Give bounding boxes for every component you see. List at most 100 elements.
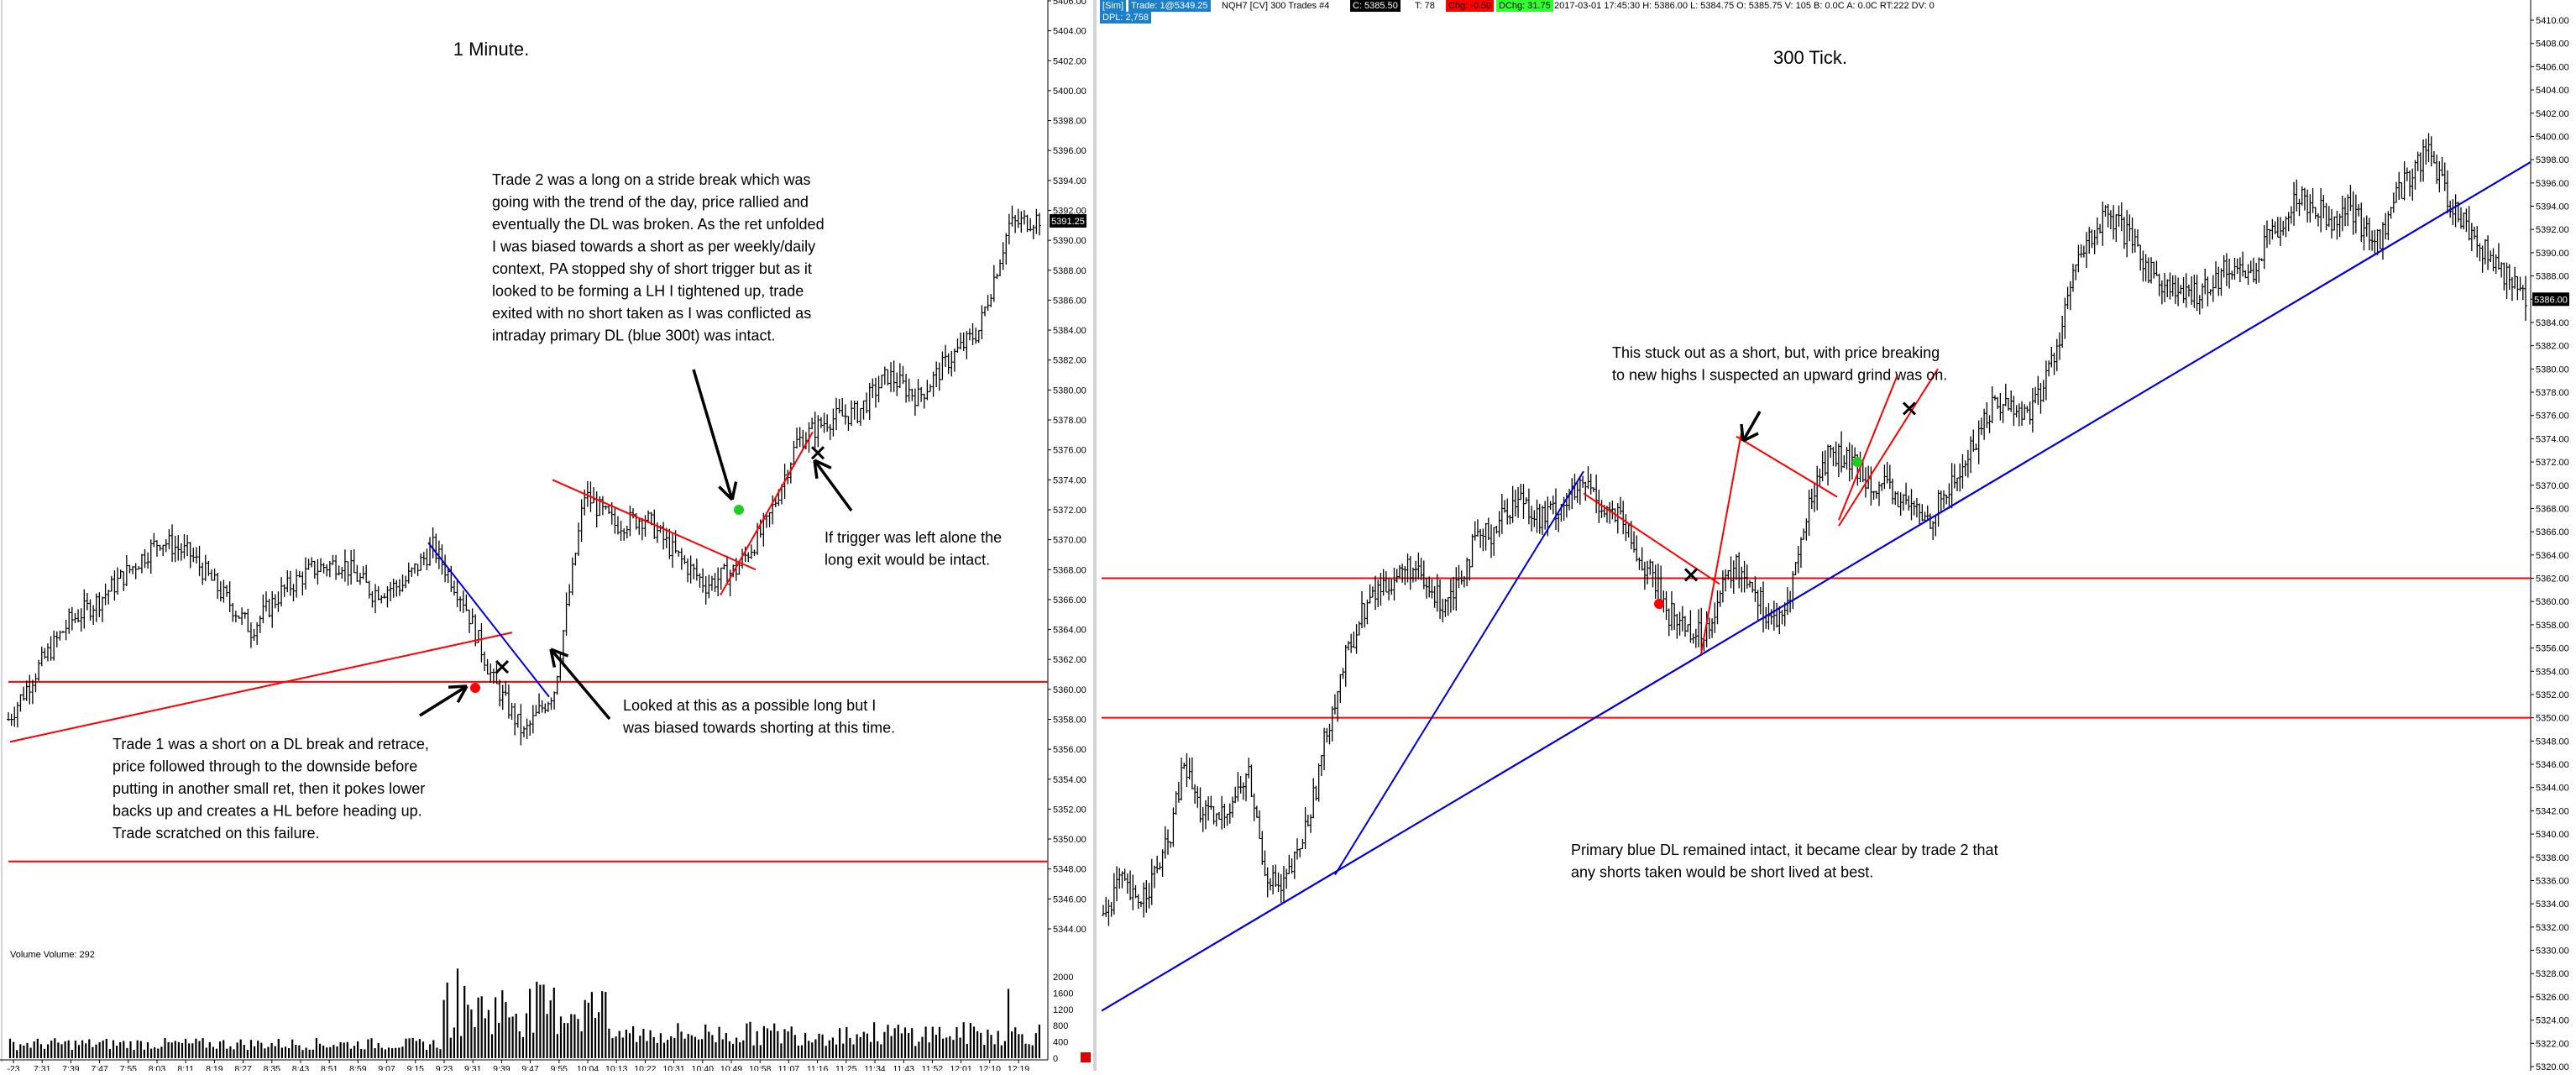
last-price-badge bbox=[1050, 213, 1086, 228]
price-tick-label: 5338.00 bbox=[2536, 853, 2569, 863]
trade1-annotation-line: Trade 1 was a short on a DL break and re… bbox=[113, 736, 429, 752]
price-tick-label: 5380.00 bbox=[1053, 385, 1086, 396]
price-tick-label: 5354.00 bbox=[2536, 667, 2569, 677]
one-minute-chart-panel[interactable]: 5406.00 5404.00 5402.00 5400.00 5398.00 5396.… bbox=[0, 0, 1098, 1074]
price-tick-label: 5374.00 bbox=[1053, 475, 1086, 485]
price-tick-label: 5348.00 bbox=[1053, 865, 1086, 875]
price-tick-label: 5392.00 bbox=[2536, 225, 2569, 235]
price-tick-label: 5366.00 bbox=[2536, 527, 2569, 538]
one-minute-chart[interactable]: 5406.00 5404.00 5402.00 5400.00 5398.00 5396.… bbox=[0, 0, 1093, 1074]
panel-divider[interactable] bbox=[1093, 0, 1097, 1071]
long-entry-dot bbox=[734, 504, 744, 515]
short-entry-dot bbox=[470, 683, 480, 694]
trade2-annotation-line: eventually the DL was broken. As the ret… bbox=[492, 216, 825, 233]
time-tick-label: 11:43 bbox=[893, 1064, 914, 1071]
trade2-annotation-line: looked to be forming a LH I tightened up… bbox=[492, 283, 804, 300]
price-tick-label: 5364.00 bbox=[2536, 551, 2569, 561]
price-tick-label: 5378.00 bbox=[2536, 388, 2569, 398]
time-tick-label: 8:27 bbox=[234, 1064, 252, 1071]
time-tick-label: -23 bbox=[7, 1064, 19, 1071]
price-tick-label: 5344.00 bbox=[2536, 784, 2569, 794]
time-tick-label: 10:31 bbox=[662, 1064, 684, 1071]
red-up-line-3 bbox=[1838, 368, 1939, 527]
close-badge: C: 5385.50 bbox=[1350, 0, 1401, 12]
looked-annotation-line: was biased towards shorting at this time… bbox=[622, 720, 895, 737]
price-tick-label: 5390.00 bbox=[2536, 249, 2569, 259]
price-tick-label: 5384.00 bbox=[2536, 318, 2569, 328]
time-tick-label: 10:58 bbox=[749, 1064, 771, 1071]
arrow-shaft bbox=[549, 648, 611, 721]
price-tick-label: 5362.00 bbox=[1053, 655, 1086, 665]
price-tick-label: 5324.00 bbox=[2536, 1016, 2569, 1026]
price-tick-label: 5328.00 bbox=[2536, 969, 2569, 979]
exit-x-marker bbox=[1683, 568, 1699, 582]
price-tick-label: 5374.00 bbox=[2536, 434, 2569, 444]
price-tick-label: 5396.00 bbox=[1053, 146, 1086, 156]
price-tick-label: 5406.00 bbox=[1053, 0, 1086, 7]
trade2-annotation-line: I was biased towards a short as per week… bbox=[492, 239, 815, 255]
last-price-text: 5391.25 bbox=[1051, 217, 1085, 227]
arrow-head bbox=[718, 485, 734, 501]
chart-title: 1 Minute. bbox=[453, 39, 530, 60]
price-tick-label: 5354.00 bbox=[1053, 775, 1086, 785]
red-up-line-2 bbox=[1838, 374, 1898, 521]
time-tick-label: 7:39 bbox=[62, 1064, 80, 1071]
price-tick-label: 5404.00 bbox=[1053, 27, 1086, 37]
price-tick-label: 5368.00 bbox=[1053, 565, 1086, 575]
stuck-annotation-line: This stuck out as a short, but, with pri… bbox=[1612, 344, 1940, 361]
three-hundred-tick-chart-panel[interactable]: [Sim] Trade: 1@5349.25 NQH7 [CV] 300 Tra… bbox=[1098, 0, 2576, 1071]
price-tick-label: 5366.00 bbox=[1053, 595, 1086, 606]
price-tick-label: 5370.00 bbox=[2536, 481, 2569, 491]
resize-handle bbox=[1081, 1052, 1091, 1062]
price-tick-label: 5378.00 bbox=[1053, 416, 1086, 426]
time-tick-label: 9:31 bbox=[464, 1064, 482, 1071]
price-tick-label: 5392.00 bbox=[1053, 207, 1086, 217]
trade1-annotation-line: backs up and creates a HL before heading… bbox=[113, 803, 422, 820]
time-tick-label: 12:19 bbox=[1008, 1064, 1029, 1071]
time-tick-label: 9:07 bbox=[378, 1064, 395, 1071]
annotation-arrow bbox=[549, 648, 611, 721]
time-tick-label: 8:43 bbox=[292, 1064, 310, 1071]
price-tick-label: 5350.00 bbox=[2536, 714, 2569, 724]
time-tick-label: 8:19 bbox=[206, 1064, 223, 1071]
volume-tick-label: 1200 bbox=[1053, 1005, 1073, 1015]
price-tick-label: 5394.00 bbox=[1053, 176, 1086, 186]
three-hundred-tick-chart[interactable]: 5410.00 5408.00 5406.00 5404.00 5402.00 5400.… bbox=[1098, 0, 2576, 1071]
price-tick-label: 5334.00 bbox=[2536, 899, 2569, 910]
trigger-annotation-line: long exit would be intact. bbox=[825, 552, 990, 569]
price-tick-label: 5362.00 bbox=[2536, 574, 2569, 585]
price-bars bbox=[1102, 133, 2527, 926]
price-tick-label: 5358.00 bbox=[2536, 621, 2569, 631]
time-tick-label: 10:13 bbox=[605, 1064, 627, 1071]
price-tick-label: 5350.00 bbox=[1053, 835, 1086, 845]
price-tick-label: 5382.00 bbox=[1053, 356, 1086, 366]
price-tick-label: 5356.00 bbox=[2536, 644, 2569, 654]
time-tick-label: 9:47 bbox=[521, 1064, 539, 1071]
trade2-annotation-line: intraday primary DL (blue 300t) was inta… bbox=[492, 328, 775, 344]
price-tick-label: 5402.00 bbox=[1053, 56, 1086, 66]
exit-x-marker bbox=[1902, 401, 1917, 416]
price-tick-label: 5394.00 bbox=[2536, 202, 2569, 212]
last-price-text: 5386.00 bbox=[2534, 295, 2568, 305]
red-down-line bbox=[552, 479, 757, 571]
exit-x-marker bbox=[810, 446, 825, 460]
price-tick-label: 5396.00 bbox=[2536, 179, 2569, 189]
price-tick-label: 5352.00 bbox=[1053, 805, 1086, 815]
price-tick-label: 5340.00 bbox=[2536, 830, 2569, 840]
price-tick-label: 5356.00 bbox=[1053, 745, 1086, 755]
time-tick-label: 8:59 bbox=[349, 1064, 367, 1071]
price-tick-label: 5346.00 bbox=[1053, 894, 1086, 905]
exit-x-marker bbox=[495, 660, 510, 674]
arrow-head bbox=[550, 648, 569, 658]
dchg-badge: DChg: 31.75 bbox=[1496, 0, 1553, 12]
price-tick-label: 5370.00 bbox=[1053, 536, 1086, 546]
volume-tick-label: 400 bbox=[1053, 1038, 1068, 1048]
annotation-arrow bbox=[692, 369, 738, 501]
price-tick-label: 5322.00 bbox=[2536, 1039, 2569, 1049]
time-tick-label: 7:55 bbox=[120, 1064, 138, 1071]
price-tick-label: 5342.00 bbox=[2536, 806, 2569, 816]
time-tick-label: 10:40 bbox=[692, 1064, 714, 1071]
annotation-arrow bbox=[813, 459, 853, 512]
price-tick-label: 5320.00 bbox=[2536, 1062, 2569, 1071]
